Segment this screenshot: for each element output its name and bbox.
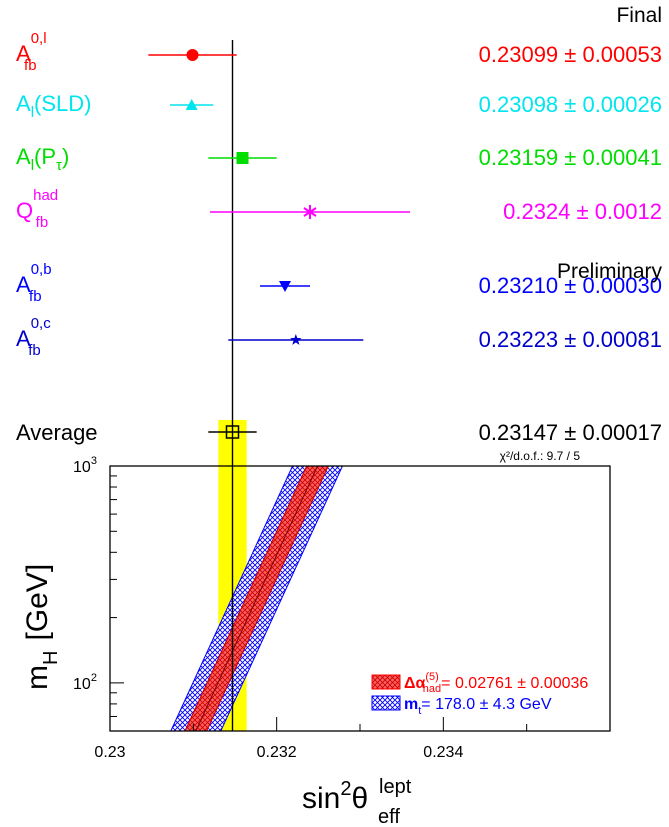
x-tick-label: 0.234	[423, 744, 463, 761]
legend-entry: Δα(5) had= 0.02761 ± 0.00036	[404, 671, 588, 695]
svg-text:sin2θ: sin2θ	[302, 778, 368, 815]
marker-circle	[186, 49, 199, 61]
marker-square	[236, 152, 249, 164]
legend-swatch	[371, 695, 401, 711]
band-centre-line	[195, 465, 318, 732]
x-axis-label: sin2θ lept eff	[302, 776, 412, 827]
y-tick-label: 102	[73, 672, 97, 693]
legend-swatch	[371, 674, 401, 690]
measurement-label: Al(Pτ)	[16, 144, 69, 174]
svg-text:eff: eff	[378, 806, 400, 827]
measurement-value: 0.2324 ± 0.0012	[503, 199, 662, 224]
chi2-text: χ²/d.o.f.: 9.7 / 5	[500, 449, 581, 463]
average-value: 0.23147 ± 0.00017	[479, 420, 662, 445]
legend-entry: mt= 178.0 ± 4.3 GeV	[404, 696, 552, 717]
marker-triangle-down	[279, 281, 291, 292]
x-tick-label: 0.23	[94, 744, 125, 761]
measurement-value: 0.23223 ± 0.00081	[479, 327, 662, 352]
measurement-value: 0.23098 ± 0.00026	[479, 92, 662, 117]
measurement-label: A0,l fb	[16, 30, 47, 74]
measurement-label: Al(SLD)	[16, 91, 91, 121]
svg-text:mH[GeV]: mH[GeV]	[21, 564, 62, 690]
x-tick-label: 0.232	[257, 744, 297, 761]
average-label: Average	[16, 420, 98, 445]
measurement-label: A0,c fb	[16, 315, 51, 359]
measurement-value: 0.23159 ± 0.00041	[479, 145, 662, 170]
y-tick-label: 103	[73, 455, 97, 476]
average-marker	[225, 425, 240, 439]
final-heading: Final	[616, 4, 662, 27]
preliminary-heading: Preliminary	[557, 260, 663, 283]
marker-asterisk	[303, 205, 317, 219]
svg-text:lept: lept	[379, 776, 412, 798]
measurement-label: A0,b fb	[16, 261, 52, 305]
marker-star	[290, 334, 302, 345]
measurement-value: 0.23099 ± 0.00053	[479, 42, 662, 67]
marker-triangle-up	[185, 99, 198, 110]
y-axis-label: mH[GeV]	[21, 564, 62, 690]
measurement-value: 0.23210 ± 0.00030	[479, 273, 662, 298]
measurement-label: Qhad fb	[16, 187, 58, 231]
